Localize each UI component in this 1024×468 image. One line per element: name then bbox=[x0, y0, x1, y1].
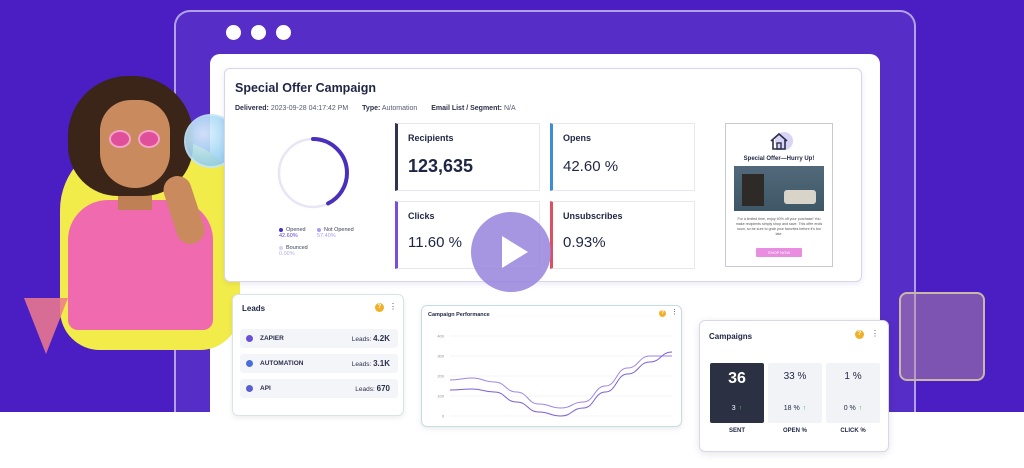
y-tick-label: 200 bbox=[437, 374, 444, 379]
zapier-icon bbox=[246, 335, 253, 342]
lead-row-api[interactable]: API Leads: 670 bbox=[240, 379, 398, 398]
kebab-menu-icon[interactable]: ⋮ bbox=[389, 302, 397, 311]
series-line-2 bbox=[449, 351, 673, 417]
decorative-square bbox=[899, 292, 985, 381]
lead-row-zapier[interactable]: ZAPIER Leads: 4.2K bbox=[240, 329, 398, 348]
legend-bounced-label: Bounced bbox=[286, 245, 308, 251]
clicks-label: Clicks bbox=[408, 211, 435, 221]
type-value: Automation bbox=[381, 105, 418, 112]
recipients-value: 123,635 bbox=[408, 156, 474, 176]
recipients-label: Recipients bbox=[408, 133, 454, 143]
lead-row-automation[interactable]: AUTOMATION Leads: 3.1K bbox=[240, 354, 398, 373]
help-icon[interactable]: ? bbox=[659, 310, 666, 317]
campaign-title: Special Offer Campaign bbox=[235, 81, 377, 95]
legend-dot-icon bbox=[317, 227, 321, 232]
y-tick-label: 300 bbox=[437, 354, 444, 359]
window-dot-icon bbox=[276, 25, 291, 40]
legend-bounced-value: 0.00% bbox=[279, 251, 295, 257]
up-arrow-icon: ↑ bbox=[738, 405, 743, 412]
legend-dot-icon bbox=[279, 245, 283, 250]
opens-label: Opens bbox=[563, 133, 592, 143]
click-rate-value: 1 % bbox=[844, 371, 862, 382]
sent-label: SENT bbox=[728, 428, 745, 434]
home-icon bbox=[770, 132, 793, 150]
legend-not-opened-value: 57.40% bbox=[317, 233, 336, 239]
performance-line-chart: 0 100 200 300 400 bbox=[437, 334, 673, 419]
sent-tile[interactable]: 36 3 ↑ bbox=[710, 363, 764, 423]
legend-not-opened: Not Opened 57.40% bbox=[317, 227, 354, 239]
campaigns-card: Campaigns ? ⋮ 36 3 ↑ 33 % 18 % ↑ 1 % 0 % ↑ … bbox=[699, 320, 889, 452]
email-preview[interactable]: Special Offer—Hurry Up! For a limited ti… bbox=[725, 123, 833, 267]
lead-count: Leads: 670 bbox=[355, 384, 390, 393]
donut-opened-arc bbox=[277, 137, 349, 209]
lead-count: Leads: 4.2K bbox=[351, 334, 390, 343]
open-rate-value: 33 % bbox=[783, 371, 807, 382]
play-video-button[interactable] bbox=[471, 212, 551, 292]
click-rate-label: CLICK % bbox=[840, 428, 866, 434]
email-preview-title: Special Offer—Hurry Up! bbox=[743, 156, 815, 162]
opens-stat: Opens 42.60 % bbox=[550, 123, 695, 191]
up-arrow-icon: ↑ bbox=[802, 405, 807, 412]
open-rate-sub: 18 % ↑ bbox=[783, 405, 807, 412]
lead-name: ZAPIER bbox=[260, 335, 284, 342]
click-rate-sub: 0 % ↑ bbox=[843, 405, 863, 412]
legend-bounced: Bounced 0.00% bbox=[279, 245, 308, 257]
unsubscribes-label: Unsubscribes bbox=[563, 211, 623, 221]
sent-sub: 3 ↑ bbox=[731, 405, 743, 412]
y-tick-label: 0 bbox=[442, 414, 445, 419]
api-icon bbox=[246, 385, 253, 392]
campaigns-title: Campaigns bbox=[709, 332, 753, 341]
preview-shelf bbox=[742, 174, 764, 206]
sent-value: 36 bbox=[728, 370, 746, 387]
leads-card: Leads ? ⋮ ZAPIER Leads: 4.2K AUTOMATION … bbox=[232, 294, 404, 416]
list-label: Email List / Segment: bbox=[431, 105, 503, 112]
kebab-menu-icon[interactable]: ⋮ bbox=[871, 329, 879, 338]
opens-value: 42.60 % bbox=[563, 158, 619, 175]
clicks-value: 11.60 % bbox=[408, 234, 462, 251]
legend-opened-label: Opened bbox=[286, 227, 306, 233]
campaign-meta: Delivered: 2023-09-28 04:17:42 PM Type: … bbox=[235, 105, 516, 112]
shop-now-button[interactable]: SHOP NOW bbox=[756, 248, 802, 257]
window-dot-icon bbox=[251, 25, 266, 40]
up-arrow-icon: ↑ bbox=[858, 405, 863, 412]
preview-sofa bbox=[784, 190, 816, 204]
legend-dot-icon bbox=[279, 227, 283, 232]
performance-title: Campaign Performance bbox=[428, 312, 490, 318]
series-line-1 bbox=[449, 355, 672, 409]
window-dot-icon bbox=[226, 25, 241, 40]
legend-not-opened-label: Not Opened bbox=[324, 227, 354, 233]
type-label: Type: bbox=[362, 105, 381, 112]
heart-glasses-icon bbox=[138, 130, 160, 148]
leads-title: Leads bbox=[242, 304, 266, 313]
y-tick-label: 100 bbox=[437, 394, 444, 399]
email-preview-image bbox=[734, 166, 824, 211]
list-value: N/A bbox=[503, 105, 516, 112]
triangle-decoration bbox=[24, 298, 68, 354]
kebab-menu-icon[interactable]: ⋮ bbox=[671, 309, 678, 316]
lead-name: AUTOMATION bbox=[260, 360, 304, 367]
recipients-stat: Recipients 123,635 bbox=[395, 123, 540, 191]
click-rate-tile[interactable]: 1 % 0 % ↑ bbox=[826, 363, 880, 423]
open-rate-tile[interactable]: 33 % 18 % ↑ bbox=[768, 363, 822, 423]
opens-donut-chart bbox=[277, 137, 349, 209]
campaign-performance-card: Campaign Performance ? ⋮ 0 100 200 300 400 bbox=[421, 305, 682, 427]
lead-count: Leads: 3.1K bbox=[351, 359, 390, 368]
person-illustration bbox=[60, 70, 250, 350]
open-rate-label: OPEN % bbox=[782, 428, 807, 434]
delivered-label: Delivered: bbox=[235, 105, 269, 112]
lead-name: API bbox=[260, 385, 271, 392]
legend-opened: Opened 42.60% bbox=[279, 227, 306, 239]
email-preview-body: For a limited time, enjoy 40% off your p… bbox=[735, 217, 823, 236]
unsubscribes-stat: Unsubscribes 0.93% bbox=[550, 201, 695, 269]
automation-icon bbox=[246, 360, 253, 367]
heart-glasses-icon bbox=[109, 130, 131, 148]
unsubscribes-value: 0.93% bbox=[563, 234, 606, 251]
y-tick-label: 400 bbox=[437, 334, 444, 339]
legend-opened-value: 42.60% bbox=[279, 233, 298, 239]
help-icon[interactable]: ? bbox=[855, 330, 864, 339]
delivered-value: 2023-09-28 04:17:42 PM bbox=[270, 105, 349, 112]
help-icon[interactable]: ? bbox=[375, 303, 384, 312]
